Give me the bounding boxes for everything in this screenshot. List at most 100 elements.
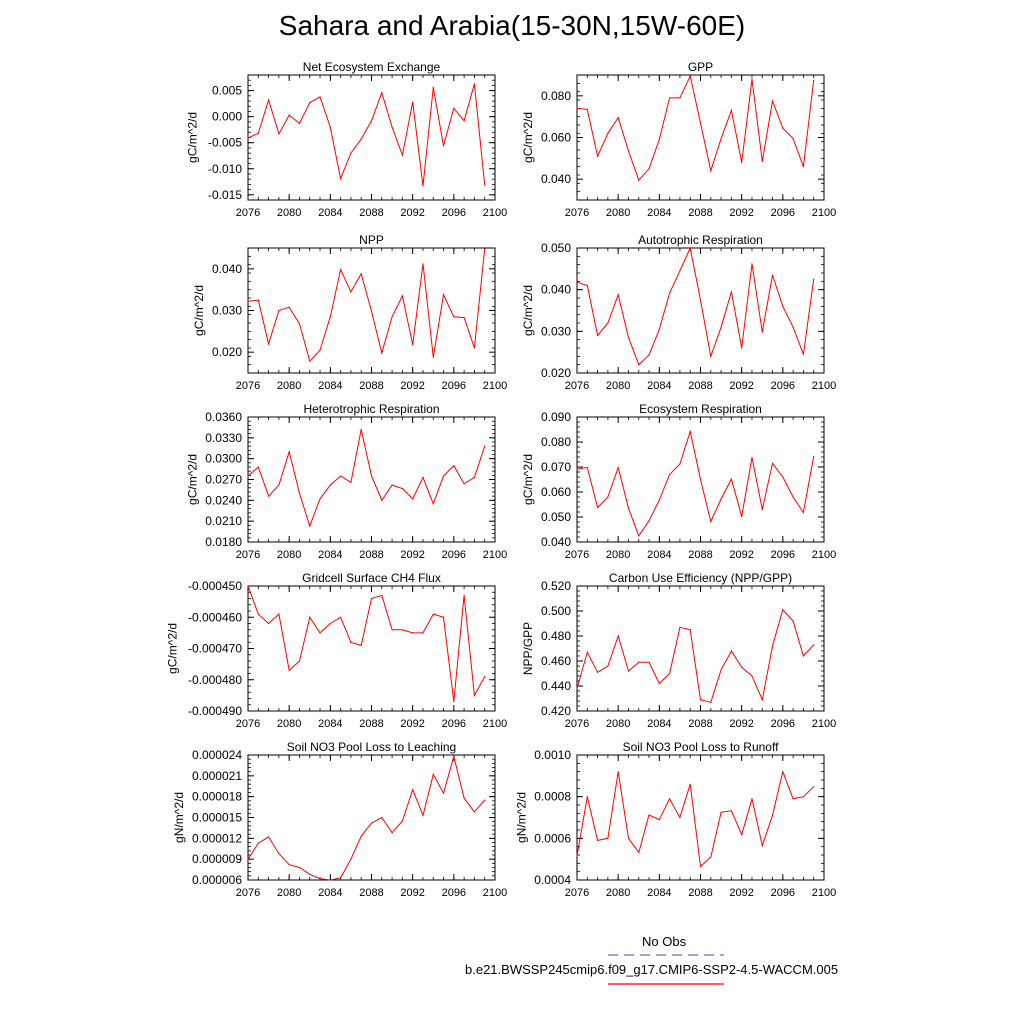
data-point [473,83,476,85]
series-line [576,74,815,182]
data-point [329,316,331,318]
panel-4: Autotrophic Respiration gC/m^2/d 2076 2080 2… [521,233,836,392]
data-point [792,620,794,622]
data-point [689,247,691,249]
x-tick-label: 2100 [483,380,507,392]
data-point [381,499,383,501]
y-tick-label: -0.000450 [188,579,242,593]
data-point [278,613,280,615]
data-point [730,109,732,112]
x-tick-label: 2088 [688,887,712,899]
data-point [432,86,434,89]
y-tick-label: 0.050 [541,241,571,255]
x-tick-label: 2076 [236,207,260,219]
panel-title: GPP [688,60,713,74]
data-point [422,185,424,187]
data-point [792,496,794,498]
data-point [596,334,599,337]
panel-title: Soil NO3 Pool Loss to Leaching [287,740,456,754]
x-tick-label: 2084 [647,207,671,219]
data-point [802,353,805,355]
data-point [412,632,414,634]
data-point [381,92,383,94]
data-point [792,137,794,140]
x-tick-label: 2088 [688,207,712,219]
data-point [576,687,578,690]
y-tick-label: 0.040 [212,262,242,276]
x-tick-label: 2092 [400,380,424,392]
x-tick-label: 2096 [771,887,795,899]
data-point [741,833,743,836]
y-axis-label: gC/m^2/d [185,454,199,505]
y-tick-label: 0.0360 [205,410,242,424]
panel-8: Carbon Use Efficiency (NPP/GPP) NPP/GPP 20… [521,571,836,730]
data-point [782,127,784,129]
x-tick-label: 2080 [277,549,301,561]
data-point [720,137,722,140]
data-point [792,326,794,328]
data-point [771,274,774,276]
x-tick-label: 2084 [647,887,671,899]
data-point [309,102,311,104]
data-point [442,475,445,477]
data-point [360,138,362,140]
x-tick-label: 2088 [359,887,383,899]
data-point [391,832,393,834]
data-point [319,96,321,98]
y-tick-label: 0.000012 [192,831,242,845]
x-tick-label: 2100 [812,207,836,219]
data-point [422,814,424,817]
data-point [340,877,342,879]
x-tick-label: 2076 [236,718,260,730]
data-point [298,323,301,325]
data-point [463,120,465,122]
y-tick-label: -0.000490 [188,704,242,718]
x-tick-label: 2084 [647,718,671,730]
y-tick-label: 0.040 [541,283,571,297]
data-point [350,641,352,643]
y-axis-label: gN/m^2/d [514,792,528,843]
data-point [751,798,753,800]
data-point [453,107,455,109]
data-point [453,701,455,703]
data-point [627,837,630,839]
y-tick-label: 0.050 [541,510,571,524]
series-line [247,429,486,528]
data-point [432,773,434,776]
y-tick-label: 0.000009 [192,852,242,866]
data-point [473,347,476,349]
data-point [730,478,732,480]
x-tick-label: 2080 [277,718,301,730]
data-point [771,462,774,464]
data-point [586,466,588,469]
data-point [370,597,373,600]
data-point [473,694,476,696]
y-tick-label: 0.460 [541,654,571,668]
data-point [350,152,352,154]
data-point [257,842,259,844]
y-tick-label: 0.0180 [205,535,242,549]
data-point [453,316,455,318]
data-point [360,428,362,431]
y-tick-label: 0.040 [541,172,571,186]
x-tick-label: 2096 [771,380,795,392]
data-point [638,661,640,663]
x-tick-label: 2096 [771,718,795,730]
data-point [442,294,445,296]
data-point [699,865,702,868]
data-point [782,476,784,478]
data-point [638,179,640,181]
panel-title: NPP [359,233,384,247]
data-point [761,699,763,701]
data-point [607,665,609,667]
data-point [679,97,681,99]
data-point [288,669,290,671]
x-tick-label: 2092 [400,887,424,899]
data-point [607,322,609,324]
x-tick-label: 2092 [400,207,424,219]
x-tick-label: 2080 [606,207,630,219]
data-point [627,150,630,152]
data-point [391,126,393,128]
y-tick-label: -0.000470 [188,642,242,656]
